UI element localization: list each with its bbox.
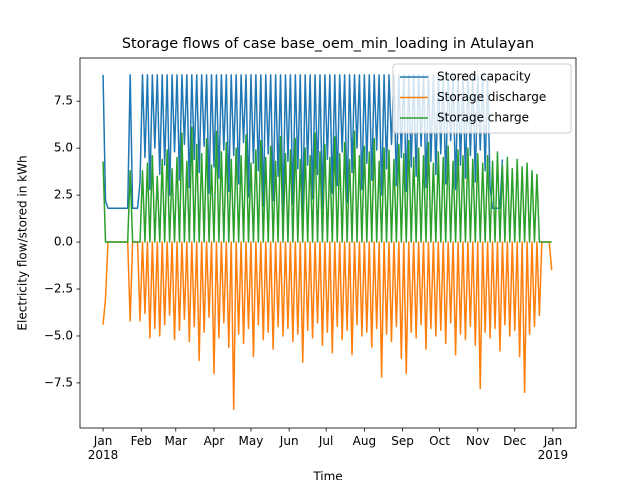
x-tick-label: Jul bbox=[318, 434, 334, 448]
legend-label: Stored capacity bbox=[437, 70, 531, 84]
x-tick-label: May bbox=[238, 434, 264, 448]
x-tick-label: Sep bbox=[391, 434, 414, 448]
x-axis-label: Time bbox=[312, 470, 342, 480]
x-tick-label: Feb bbox=[130, 434, 152, 448]
legend-label: Storage discharge bbox=[437, 90, 546, 104]
y-tick-label: 7.5 bbox=[54, 94, 73, 108]
y-tick-label: 0.0 bbox=[54, 235, 73, 249]
x-tick-label: Nov bbox=[466, 434, 490, 448]
legend-label: Storage charge bbox=[437, 111, 529, 125]
legend: Stored capacity Storage discharge Storage … bbox=[392, 63, 572, 134]
x-tick-label: Jan 2018 bbox=[87, 434, 119, 462]
y-tick-label: 5.0 bbox=[54, 141, 73, 155]
data-line bbox=[102, 126, 552, 243]
x-tick-label: Mar bbox=[164, 434, 188, 448]
x-tick-label: Jun bbox=[279, 434, 299, 448]
y-tick-label: −2.5 bbox=[44, 282, 73, 296]
y-tick-label: 2.5 bbox=[54, 188, 73, 202]
x-tick-label: Dec bbox=[503, 434, 527, 448]
x-tick-label: Oct bbox=[429, 434, 450, 448]
x-tick-label: Jan 2019 bbox=[537, 434, 569, 462]
x-tick-label: Apr bbox=[203, 434, 225, 448]
chart-title: Storage flows of case base_oem_min_loadi… bbox=[122, 36, 534, 52]
y-axis-label: Electricity flow/stored in kWh bbox=[16, 155, 30, 330]
legend-box bbox=[392, 63, 572, 134]
x-tick-label: Aug bbox=[352, 434, 377, 448]
plot-frame bbox=[79, 57, 577, 429]
data-line bbox=[102, 241, 553, 410]
y-tick-label: −7.5 bbox=[44, 375, 73, 389]
y-tick-label: −5.0 bbox=[44, 328, 73, 342]
